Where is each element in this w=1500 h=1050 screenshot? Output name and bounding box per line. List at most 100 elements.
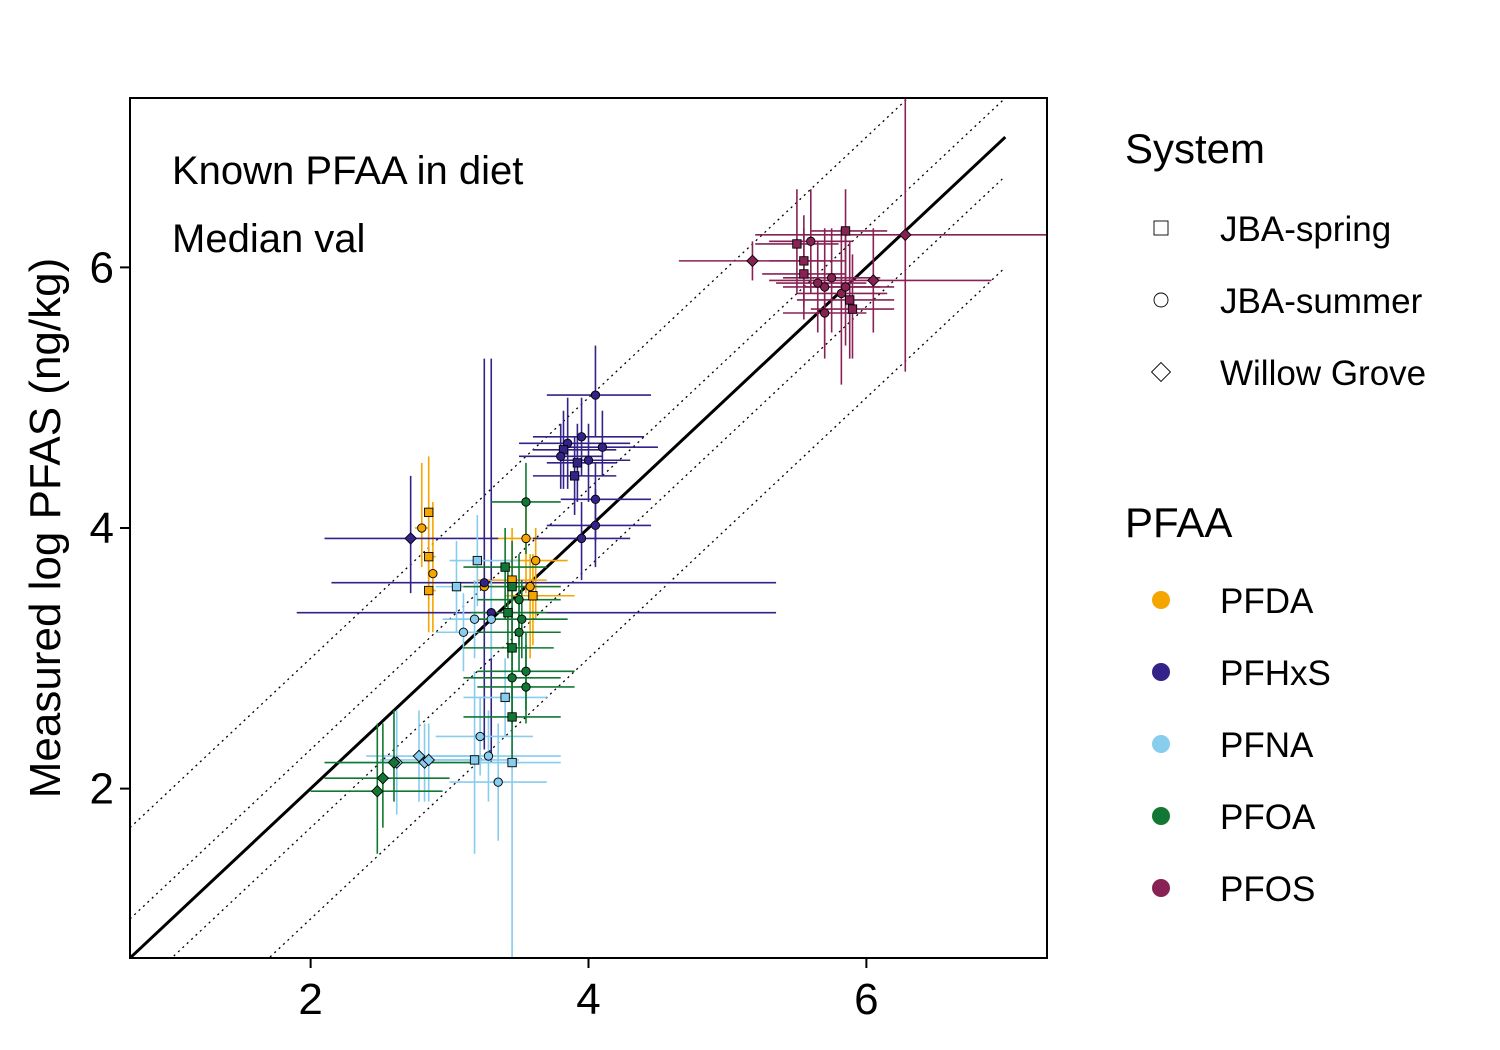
data-point-pfhxs bbox=[583, 455, 594, 465]
data-point-pfna bbox=[500, 692, 510, 703]
x-tick-label: 6 bbox=[854, 975, 878, 1024]
data-point-pfda bbox=[428, 568, 438, 579]
legend-pfaa-label: PFOS bbox=[1220, 870, 1315, 909]
data-point-pfos bbox=[820, 282, 830, 292]
data-point-pfoa bbox=[521, 682, 531, 692]
data-point-pfos bbox=[746, 254, 759, 268]
legend-color-key bbox=[1152, 591, 1170, 609]
data-point-pfoa bbox=[371, 784, 384, 798]
data-point-pfos bbox=[840, 282, 851, 292]
data-point-pfoa bbox=[507, 712, 517, 722]
data-point-pfda bbox=[525, 581, 535, 592]
data-point-pfos bbox=[806, 236, 816, 246]
data-point-pfoa bbox=[521, 497, 531, 507]
data-point-pfoa bbox=[514, 627, 524, 637]
data-point-pfna bbox=[412, 749, 426, 763]
data-point-pfhxs bbox=[590, 390, 601, 400]
data-point-pfoa bbox=[507, 581, 517, 592]
y-axis: 2 4 6 bbox=[90, 243, 130, 814]
legend-color-key bbox=[1152, 663, 1170, 681]
data-point-pfhxs bbox=[597, 442, 608, 452]
legend-system-title: System bbox=[1125, 125, 1265, 172]
x-axis: 2 4 6 bbox=[298, 958, 879, 1024]
data-point-pfos bbox=[799, 256, 809, 266]
data-point-pfna bbox=[451, 581, 462, 592]
dotted-reference-line bbox=[267, 266, 1006, 958]
data-point-pfhxs bbox=[576, 533, 587, 544]
annotation-median: Median val bbox=[172, 217, 365, 261]
data-point-pfhxs bbox=[576, 432, 587, 442]
data-point-pfhxs bbox=[404, 532, 417, 545]
data-point-pfoa bbox=[507, 643, 517, 653]
legend-pfaa-title: PFAA bbox=[1125, 499, 1232, 546]
y-tick-label: 4 bbox=[90, 504, 114, 553]
legend-diamond-key bbox=[1150, 361, 1172, 383]
data-point-pfoa bbox=[521, 666, 531, 676]
data-point-pfos bbox=[799, 269, 809, 279]
data-point-pfda bbox=[528, 591, 538, 601]
data-point-pfna bbox=[507, 757, 517, 768]
legend-pfaa-label: PFHxS bbox=[1220, 654, 1331, 693]
data-point-pfhxs bbox=[556, 451, 566, 461]
legend-pfaa-label: PFOA bbox=[1220, 798, 1316, 837]
data-point-pfna bbox=[458, 627, 469, 637]
data-point-pfos bbox=[826, 273, 837, 283]
legend-color-key bbox=[1152, 807, 1170, 825]
data-point-pfna bbox=[422, 753, 436, 767]
data-point-pfda bbox=[424, 585, 434, 596]
data-point-pfos bbox=[836, 288, 847, 299]
data-point-pfda bbox=[521, 533, 531, 544]
data-point-pfos bbox=[867, 274, 880, 287]
data-points bbox=[371, 226, 912, 798]
dotted-reference-line bbox=[130, 98, 1006, 920]
data-point-pfna bbox=[486, 614, 496, 624]
legend-system-label: JBA-spring bbox=[1220, 210, 1391, 249]
data-point-pfna bbox=[475, 731, 485, 742]
data-point-pfda bbox=[424, 552, 434, 562]
legend-circle-key bbox=[1153, 292, 1169, 308]
data-point-pfos bbox=[845, 295, 855, 305]
legend-color-key bbox=[1152, 735, 1170, 753]
y-axis-label: Measured log PFAS (ng/kg) bbox=[21, 258, 70, 798]
data-point-pfda bbox=[424, 507, 434, 518]
data-point-pfos bbox=[847, 304, 858, 314]
data-point-pfhxs bbox=[569, 471, 580, 481]
annotation-known-pfaa: Known PFAA in diet bbox=[172, 149, 523, 193]
data-point-pfna bbox=[493, 777, 503, 787]
legend-color-key bbox=[1152, 879, 1170, 897]
data-point-pfda bbox=[531, 555, 541, 566]
data-point-pfda bbox=[417, 523, 427, 533]
dotted-reference-line bbox=[170, 175, 1006, 958]
legend-system-label: JBA-summer bbox=[1220, 282, 1423, 321]
data-point-pfoa bbox=[503, 608, 513, 618]
x-tick-label: 2 bbox=[298, 975, 322, 1024]
data-point-pfos bbox=[792, 239, 802, 249]
data-point-pfna bbox=[469, 614, 480, 624]
legend-system-label: Willow Grove bbox=[1220, 354, 1426, 393]
data-point-pfoa bbox=[376, 771, 390, 785]
data-point-pfoa bbox=[507, 673, 517, 683]
data-point-pfna bbox=[472, 555, 482, 566]
data-point-pfoa bbox=[500, 562, 510, 572]
one-to-one-line bbox=[130, 135, 1007, 958]
data-point-pfos bbox=[813, 278, 823, 288]
data-point-pfhxs bbox=[479, 578, 489, 588]
data-point-pfoa bbox=[517, 614, 527, 624]
legend-pfaa-label: PFNA bbox=[1220, 726, 1314, 765]
data-point-pfhxs bbox=[590, 520, 601, 531]
y-tick-label: 6 bbox=[90, 243, 114, 292]
data-point-pfos bbox=[898, 228, 912, 242]
legend-square-key bbox=[1153, 220, 1169, 236]
data-point-pfna bbox=[469, 755, 480, 765]
x-tick-label: 4 bbox=[576, 975, 600, 1024]
data-point-pfos bbox=[840, 226, 851, 236]
data-point-pfna bbox=[483, 751, 494, 761]
data-point-pfoa bbox=[387, 756, 401, 769]
data-point-pfhxs bbox=[572, 458, 583, 468]
data-point-pfhxs bbox=[590, 494, 601, 504]
data-point-pfos bbox=[820, 308, 830, 318]
legend-pfaa-label: PFDA bbox=[1220, 582, 1314, 621]
y-tick-label: 2 bbox=[90, 765, 114, 814]
